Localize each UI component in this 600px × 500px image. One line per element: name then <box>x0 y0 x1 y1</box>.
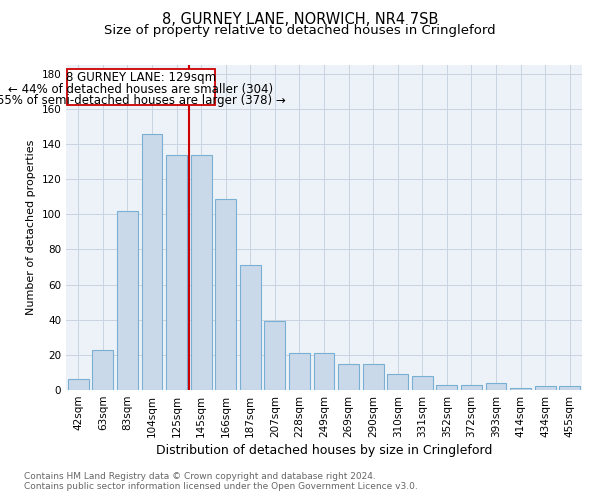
Bar <box>387 374 408 390</box>
Bar <box>166 154 187 390</box>
Bar <box>510 388 531 390</box>
Bar <box>215 198 236 390</box>
Bar <box>68 380 89 390</box>
Bar <box>314 353 334 390</box>
FancyBboxPatch shape <box>67 68 215 106</box>
Bar <box>461 384 482 390</box>
Bar <box>485 383 506 390</box>
Bar <box>191 154 212 390</box>
Text: Contains HM Land Registry data © Crown copyright and database right 2024.: Contains HM Land Registry data © Crown c… <box>24 472 376 481</box>
Bar <box>535 386 556 390</box>
Text: 8 GURNEY LANE: 129sqm: 8 GURNEY LANE: 129sqm <box>66 71 216 84</box>
Text: Size of property relative to detached houses in Cringleford: Size of property relative to detached ho… <box>104 24 496 37</box>
Bar <box>559 386 580 390</box>
Y-axis label: Number of detached properties: Number of detached properties <box>26 140 36 315</box>
Text: Contains public sector information licensed under the Open Government Licence v3: Contains public sector information licen… <box>24 482 418 491</box>
Bar <box>412 376 433 390</box>
Bar <box>240 266 261 390</box>
Text: 55% of semi-detached houses are larger (378) →: 55% of semi-detached houses are larger (… <box>0 94 286 107</box>
Text: ← 44% of detached houses are smaller (304): ← 44% of detached houses are smaller (30… <box>8 82 274 96</box>
Bar <box>362 364 383 390</box>
Bar <box>289 353 310 390</box>
Bar <box>142 134 163 390</box>
Bar <box>436 384 457 390</box>
Bar <box>117 211 138 390</box>
Bar <box>338 364 359 390</box>
Bar <box>92 350 113 390</box>
X-axis label: Distribution of detached houses by size in Cringleford: Distribution of detached houses by size … <box>156 444 492 457</box>
Text: 8, GURNEY LANE, NORWICH, NR4 7SB: 8, GURNEY LANE, NORWICH, NR4 7SB <box>162 12 438 28</box>
Bar <box>265 322 286 390</box>
